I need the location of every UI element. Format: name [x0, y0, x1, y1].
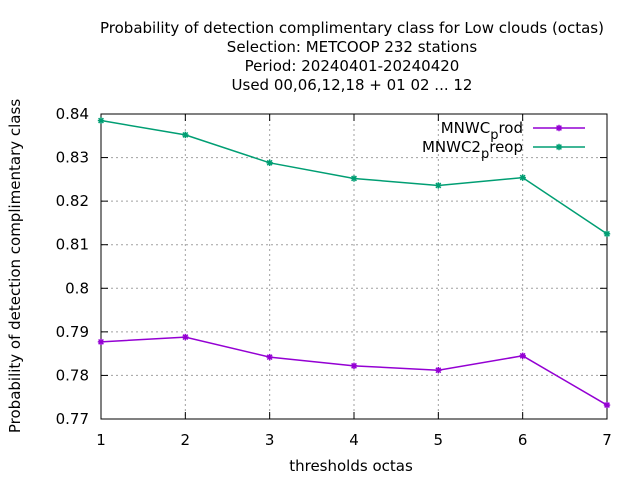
x-tick-label: 3: [265, 431, 275, 449]
data-point: [266, 159, 273, 166]
data-point: [266, 353, 273, 361]
series-layer: [97, 117, 611, 409]
data-point: [350, 362, 358, 370]
data-point: [519, 352, 526, 360]
x-tick-label: 1: [96, 431, 106, 449]
series-MNWC_prod: [97, 333, 611, 409]
data-point: [603, 401, 611, 409]
y-tick-label: 0.77: [56, 410, 89, 428]
legend-entry: MNWC2preop: [422, 138, 585, 162]
legend-marker: [555, 124, 563, 132]
legend-entry: MNWCprod: [441, 119, 585, 143]
y-tick-label: 0.79: [56, 323, 89, 341]
y-tick-label: 0.82: [56, 192, 89, 210]
data-point: [350, 175, 358, 182]
y-tick-label: 0.83: [56, 149, 89, 167]
chart-title: Probability of detection complimentary c…: [100, 19, 604, 94]
y-tick-label: 0.78: [56, 366, 89, 384]
plot-frame: [100, 113, 608, 420]
title-line-1: Probability of detection complimentary c…: [100, 19, 604, 37]
grid: [101, 114, 607, 419]
data-point: [435, 182, 442, 189]
x-tick-label: 2: [181, 431, 191, 449]
x-tick-label: 5: [434, 431, 444, 449]
data-point: [97, 117, 105, 124]
y-tick-label: 0.8: [65, 279, 89, 297]
data-point: [435, 367, 442, 374]
x-tick-label: 6: [518, 431, 528, 449]
title-line-2: Selection: METCOOP 232 stations: [227, 38, 478, 56]
series-MNWC2_preop: [97, 117, 611, 238]
title-line-4: Used 00,06,12,18 + 01 02 ... 12: [232, 76, 473, 94]
axis-ticks: 0.77 0.78 0.79 0.8 0.81 0.82 0.83 0.84 1 2 3 4 5 6 7: [56, 105, 612, 449]
legend-marker: [555, 143, 563, 151]
y-axis-label: Probability of detection complimentary c…: [6, 99, 24, 433]
title-line-3: Period: 20240401-20240420: [245, 57, 460, 75]
x-tick-label: 4: [349, 431, 359, 449]
data-point: [97, 338, 105, 346]
legend-label: MNWC2preop: [422, 138, 523, 162]
x-tick-label: 7: [602, 431, 612, 449]
data-point: [182, 333, 189, 341]
x-axis-label: thresholds octas: [289, 457, 413, 475]
y-tick-label: 0.84: [56, 105, 89, 123]
data-point: [182, 131, 189, 139]
data-point: [519, 174, 526, 181]
legend-label: MNWCprod: [441, 119, 523, 143]
data-point: [603, 230, 611, 238]
y-tick-label: 0.81: [56, 236, 89, 254]
